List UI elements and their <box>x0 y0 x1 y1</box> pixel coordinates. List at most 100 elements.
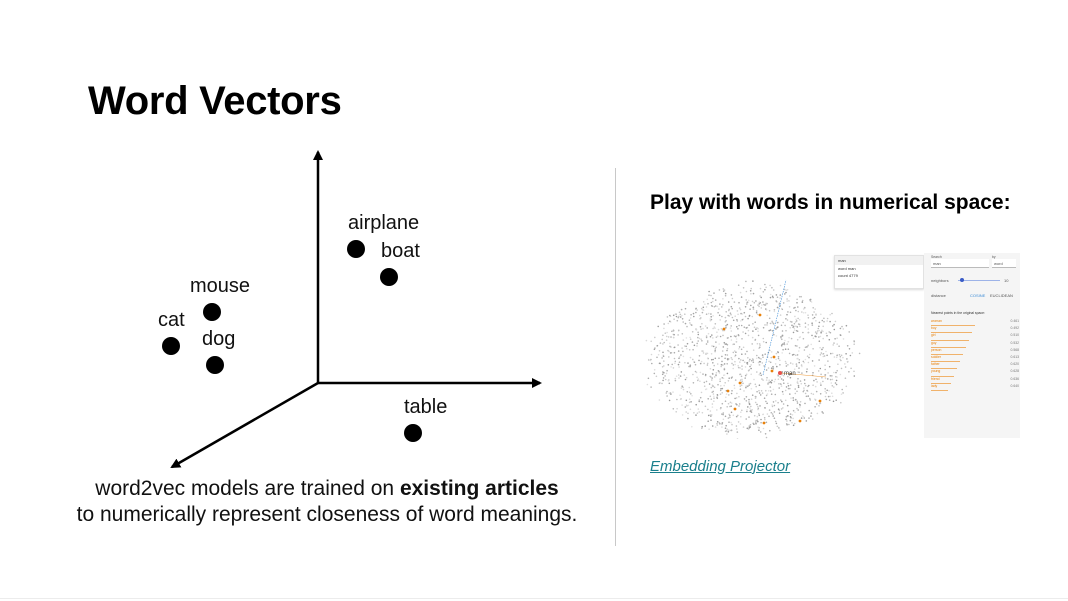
cloud-point <box>778 383 780 385</box>
cloud-point <box>757 407 760 410</box>
cloud-point <box>727 337 729 339</box>
cloud-point <box>749 424 752 426</box>
cloud-point <box>710 415 712 417</box>
cloud-point <box>732 351 735 354</box>
z-axis <box>170 381 319 469</box>
cloud-point <box>689 317 692 319</box>
cloud-point <box>824 377 827 380</box>
cloud-point <box>673 351 676 354</box>
cloud-point <box>814 385 817 388</box>
cloud-point <box>679 316 682 318</box>
nearest-bar <box>931 389 948 391</box>
cloud-point <box>772 355 776 359</box>
cloud-point <box>726 389 730 393</box>
cloud-point <box>709 318 711 320</box>
cloud-point <box>805 420 808 422</box>
cloud-point <box>815 403 818 405</box>
cloud-point <box>722 377 725 380</box>
cloud-point <box>704 303 706 305</box>
cloud-point <box>716 397 719 400</box>
cloud-point <box>765 389 767 392</box>
cloud-point <box>825 398 828 401</box>
cloud-point <box>764 324 766 326</box>
cloud-point <box>689 365 691 367</box>
cloud-point <box>733 335 736 337</box>
cloud-point <box>766 324 768 326</box>
cloud-point <box>698 359 700 362</box>
cloud-point <box>771 405 774 408</box>
cloud-point <box>657 353 660 356</box>
cloud-point <box>796 400 798 403</box>
cloud-point <box>771 379 773 382</box>
cloud-point <box>738 301 740 304</box>
word-label-cat: cat <box>158 309 185 331</box>
cloud-point <box>786 313 788 316</box>
cloud-point <box>712 390 715 393</box>
cloud-point <box>708 428 710 430</box>
cloud-point <box>807 314 809 316</box>
cloud-point <box>813 311 815 313</box>
cloud-point <box>782 407 784 409</box>
cloud-point <box>799 380 802 382</box>
cloud-point <box>781 338 783 341</box>
cloud-point <box>777 408 780 410</box>
cloud-point <box>750 292 752 295</box>
cloud-point <box>673 336 675 339</box>
cloud-point <box>769 386 772 388</box>
cloud-point <box>685 301 687 304</box>
cloud-point <box>810 343 812 346</box>
cloud-point <box>767 390 770 392</box>
cloud-point <box>747 299 750 302</box>
cloud-point <box>761 362 764 364</box>
cloud-point <box>711 403 714 405</box>
cloud-point <box>813 316 816 319</box>
cloud-point <box>699 371 702 374</box>
cloud-point <box>838 354 841 356</box>
axes <box>170 150 542 469</box>
cloud-point <box>708 294 710 296</box>
cloud-point <box>742 359 744 362</box>
cloud-point <box>704 425 706 427</box>
cloud-point <box>814 331 817 333</box>
embedding-projector-link[interactable]: Embedding Projector <box>650 458 791 475</box>
cloud-point <box>759 344 761 347</box>
cloud-point <box>699 380 701 382</box>
cloud-point <box>684 406 687 408</box>
cloud-point <box>782 302 785 304</box>
cloud-point <box>671 330 673 333</box>
cloud-point <box>799 325 801 328</box>
cloud-point <box>724 294 727 297</box>
cloud-point <box>819 402 822 404</box>
cloud-point <box>752 361 755 363</box>
cloud-point <box>828 338 831 341</box>
cloud-point <box>721 402 724 405</box>
cloud-point <box>796 302 798 304</box>
neighbors-slider-thumb <box>960 278 964 282</box>
cloud-point <box>711 406 714 408</box>
cloud-point <box>794 306 796 309</box>
nearest-item: soldier 0.613 <box>931 355 1019 364</box>
cloud-point <box>706 327 708 329</box>
cloud-point <box>728 421 730 423</box>
cloud-point <box>839 358 841 361</box>
cloud-point <box>766 402 768 405</box>
cloud-point <box>820 384 822 386</box>
cloud-point <box>684 307 687 310</box>
cloud-point <box>735 351 737 353</box>
cloud-point <box>810 392 813 395</box>
cloud-point <box>688 349 691 351</box>
cloud-point <box>779 383 782 385</box>
cloud-point <box>840 401 842 404</box>
cloud-point <box>826 317 829 320</box>
cloud-point <box>719 423 721 425</box>
cloud-point <box>755 310 758 312</box>
cloud-point <box>710 376 712 378</box>
cloud-point <box>800 417 803 419</box>
cloud-point <box>733 350 736 352</box>
cloud-point <box>758 429 760 431</box>
cloud-point <box>819 346 821 349</box>
cloud-point <box>826 354 828 357</box>
cloud-point <box>737 414 739 417</box>
cloud-point <box>717 311 719 314</box>
cloud-point <box>729 416 731 419</box>
